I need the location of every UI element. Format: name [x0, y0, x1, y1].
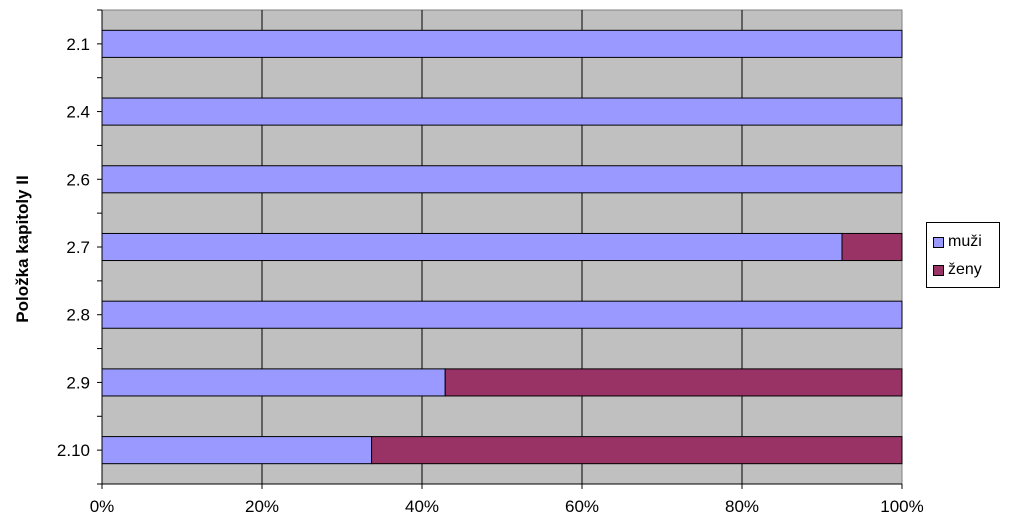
legend-label: muži — [948, 233, 982, 250]
bar-segment-muzi — [101, 232, 843, 262]
y-axis-title: Položka kapitoly II — [13, 175, 32, 322]
y-tick-label: 2.4 — [66, 103, 90, 122]
x-tick-label: 20% — [245, 497, 279, 516]
bar-segment-muzi — [101, 300, 903, 329]
x-tick-label: 40% — [405, 497, 439, 516]
legend-label: ženy — [948, 261, 982, 278]
x-tick-label: 60% — [565, 497, 599, 516]
legend-swatch — [933, 236, 944, 248]
y-tick-label: 2.7 — [66, 238, 90, 257]
bar-segment-zeny — [444, 368, 903, 397]
axes — [97, 9, 903, 489]
bars — [101, 29, 903, 465]
x-tick-label: 100% — [880, 497, 923, 516]
y-tick-label: 2.6 — [66, 170, 90, 189]
bar-segment-muzi — [101, 97, 903, 126]
bar-segment-zeny — [841, 232, 903, 262]
bar-segment-muzi — [101, 29, 903, 58]
bar-segment-muzi — [101, 436, 373, 465]
legend-swatch — [933, 264, 944, 276]
legend-item-muzi: muži — [933, 232, 982, 252]
x-tick-label: 80% — [725, 497, 759, 516]
bar-segment-zeny — [371, 436, 903, 465]
y-tick-label: 2.9 — [66, 373, 90, 392]
bar-segment-muzi — [101, 165, 903, 194]
y-tick-label: 2.1 — [66, 35, 90, 54]
tick-labels: 2.1 2.4 2.6 2.7 2.8 2.9 2.10 0% 20% 40% 60% 80% 100% — [57, 35, 924, 516]
bar-segment-muzi — [101, 368, 446, 397]
y-tick-label: 2.8 — [66, 306, 90, 325]
legend-item-zeny: ženy — [933, 260, 982, 280]
y-tick-label: 2.10 — [57, 441, 90, 460]
legend: muži ženy — [926, 222, 1000, 288]
x-tick-label: 0% — [90, 497, 115, 516]
